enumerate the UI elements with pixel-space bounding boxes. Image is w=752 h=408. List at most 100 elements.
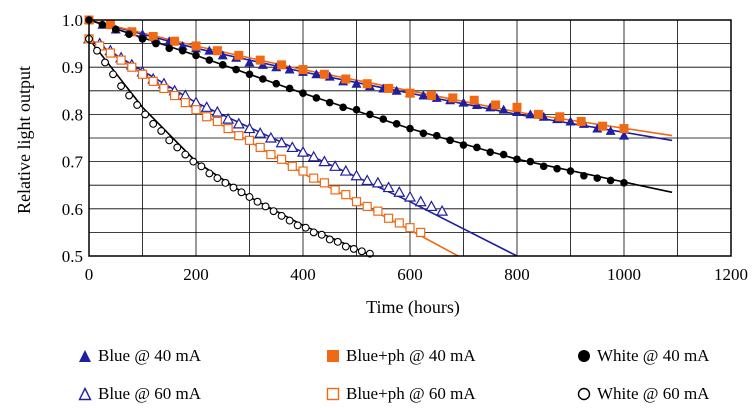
data-point	[491, 100, 501, 110]
data-point	[204, 45, 215, 55]
data-point	[212, 46, 222, 56]
data-point	[598, 121, 608, 131]
data-point	[309, 173, 319, 183]
data-point	[245, 193, 254, 201]
x-tick-label: 0	[85, 265, 94, 284]
data-point	[127, 62, 137, 72]
data-point	[499, 150, 508, 159]
data-point	[213, 174, 222, 183]
data-point	[93, 46, 101, 55]
data-point	[255, 142, 265, 153]
data-point	[296, 145, 310, 157]
data-point	[261, 202, 270, 211]
data-point	[418, 90, 429, 100]
data-point	[469, 95, 479, 105]
data-point	[217, 50, 228, 60]
data-point	[148, 32, 158, 42]
x-tick-label: 800	[504, 265, 530, 284]
data-point	[157, 126, 166, 135]
x-tick-label: 600	[397, 265, 423, 284]
y-axis-title: Relative light output	[14, 66, 34, 214]
x-tick-label: 1200	[714, 265, 748, 284]
data-point	[339, 103, 347, 112]
data-point	[232, 117, 245, 129]
data-point	[149, 119, 158, 128]
data-point	[125, 91, 134, 100]
data-point	[211, 105, 224, 117]
data-point	[436, 204, 449, 216]
data-point	[593, 174, 602, 182]
data-point	[416, 227, 426, 237]
data-point	[285, 84, 294, 93]
data-point	[606, 176, 615, 185]
data-point	[351, 78, 362, 88]
data-point	[138, 35, 147, 43]
data-point	[329, 160, 342, 171]
tick-labels: 0 200 400 600 800 1000 1200 0.5 0.6 0.7 0.8 0.9 1.0	[62, 11, 748, 284]
data-point	[192, 51, 200, 60]
data-point	[361, 174, 374, 186]
data-point	[298, 166, 308, 176]
y-tick-label: 0.7	[62, 153, 84, 172]
data-point	[403, 190, 417, 202]
data-point	[406, 124, 414, 133]
data-point	[212, 116, 222, 127]
data-point	[448, 93, 458, 103]
data-point	[189, 157, 198, 166]
data-point	[200, 101, 213, 112]
data-point	[272, 79, 281, 88]
data-point	[229, 183, 238, 192]
data-point	[373, 206, 383, 216]
data-point	[309, 228, 318, 237]
data-point	[165, 44, 174, 53]
data-point	[137, 69, 148, 79]
data-point	[539, 162, 548, 171]
data-point	[109, 70, 118, 79]
data-point	[349, 244, 358, 253]
y-tick-label: 0.8	[62, 105, 83, 124]
data-point	[286, 141, 299, 153]
data-point	[152, 39, 160, 48]
data-point	[141, 110, 150, 119]
data-point	[218, 61, 227, 69]
data-point	[285, 216, 294, 225]
data-point	[620, 179, 628, 187]
data-point	[311, 69, 322, 79]
data-point	[245, 70, 254, 79]
data-point	[232, 65, 240, 74]
data-point	[498, 104, 509, 114]
y-tick-label: 0.9	[62, 58, 83, 77]
data-point	[243, 122, 256, 134]
data-point	[307, 150, 320, 162]
data-point	[284, 64, 295, 74]
data-point	[205, 56, 214, 64]
data-point	[576, 116, 586, 126]
data-point	[277, 154, 287, 164]
data-point	[371, 176, 384, 188]
data-point	[405, 88, 415, 98]
data-point	[458, 97, 469, 107]
data-point	[170, 36, 180, 46]
data-point	[221, 178, 230, 187]
data-point	[473, 143, 481, 152]
data-point	[533, 109, 543, 119]
data-point	[553, 164, 561, 173]
data-point	[266, 149, 276, 160]
data-point	[392, 120, 401, 128]
data-point	[318, 155, 331, 167]
data-point	[426, 91, 436, 101]
data-point	[319, 69, 329, 79]
data-point	[414, 195, 427, 207]
data-point	[619, 124, 629, 134]
data-point	[197, 162, 206, 171]
data-point	[419, 129, 428, 138]
data-point	[362, 201, 372, 212]
plot-frame	[88, 19, 732, 257]
data-point	[384, 83, 394, 93]
data-point	[405, 223, 415, 233]
data-point	[259, 75, 267, 83]
data-point	[425, 200, 438, 212]
data-point	[341, 190, 351, 200]
data-point	[384, 213, 394, 223]
